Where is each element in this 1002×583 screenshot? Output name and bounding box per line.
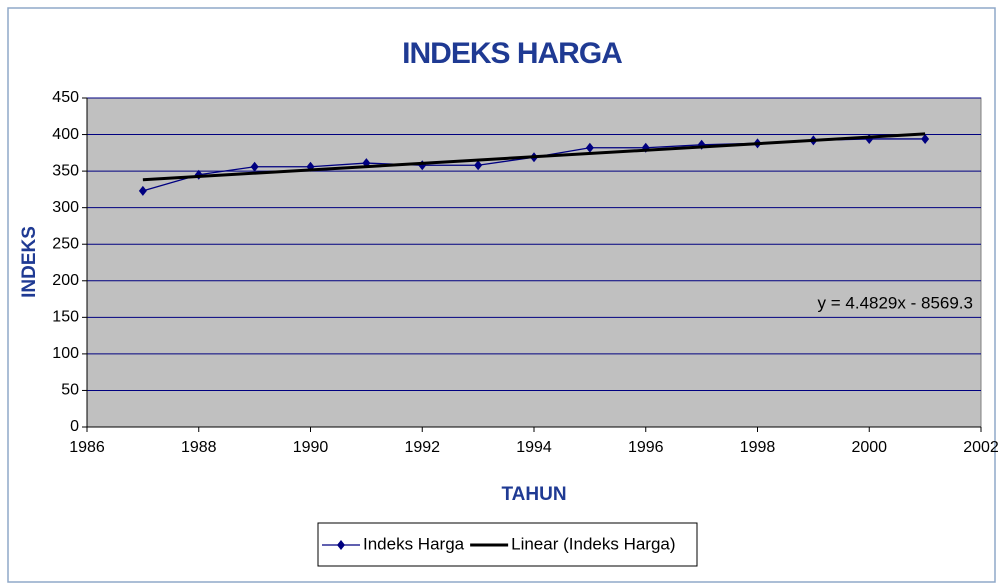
y-tick-label: 0 bbox=[70, 418, 79, 435]
x-tick-label: 1996 bbox=[628, 439, 664, 456]
y-tick-label: 50 bbox=[61, 382, 79, 399]
y-axis-title: INDEKS bbox=[19, 226, 40, 298]
marker bbox=[138, 185, 147, 196]
y-tick-label: 350 bbox=[52, 162, 79, 179]
marker bbox=[585, 142, 594, 153]
trend-line bbox=[142, 132, 926, 182]
y-tick-label: 200 bbox=[52, 272, 79, 289]
legend-marker bbox=[337, 540, 345, 550]
y-tick-label: 450 bbox=[52, 89, 79, 106]
y-tick-label: 150 bbox=[52, 309, 79, 326]
x-tick-label: 1992 bbox=[404, 439, 440, 456]
trend-equation: y = 4.4829x - 8569.3 bbox=[818, 293, 973, 312]
chart-title: INDEKS HARGA bbox=[402, 37, 622, 70]
x-tick-label: 1988 bbox=[181, 439, 217, 456]
x-tick-label: 1990 bbox=[293, 439, 329, 456]
marker bbox=[474, 160, 483, 171]
y-tick-label: 400 bbox=[52, 126, 79, 143]
x-tick-label: 1998 bbox=[740, 439, 776, 456]
x-axis-title: TAHUN bbox=[501, 484, 566, 505]
marker bbox=[250, 161, 259, 172]
x-tick-label: 2000 bbox=[851, 439, 887, 456]
x-tick-label: 2002 bbox=[963, 439, 999, 456]
legend-label: Indeks Harga bbox=[363, 534, 465, 553]
y-tick-label: 100 bbox=[52, 345, 79, 362]
plot-area bbox=[86, 97, 982, 428]
marker bbox=[921, 133, 930, 144]
x-tick-label: 1986 bbox=[69, 439, 105, 456]
x-tick-label: 1994 bbox=[516, 439, 552, 456]
y-tick-label: 300 bbox=[52, 199, 79, 216]
y-tick-label: 250 bbox=[52, 235, 79, 252]
legend-label: Linear (Indeks Harga) bbox=[511, 534, 675, 553]
